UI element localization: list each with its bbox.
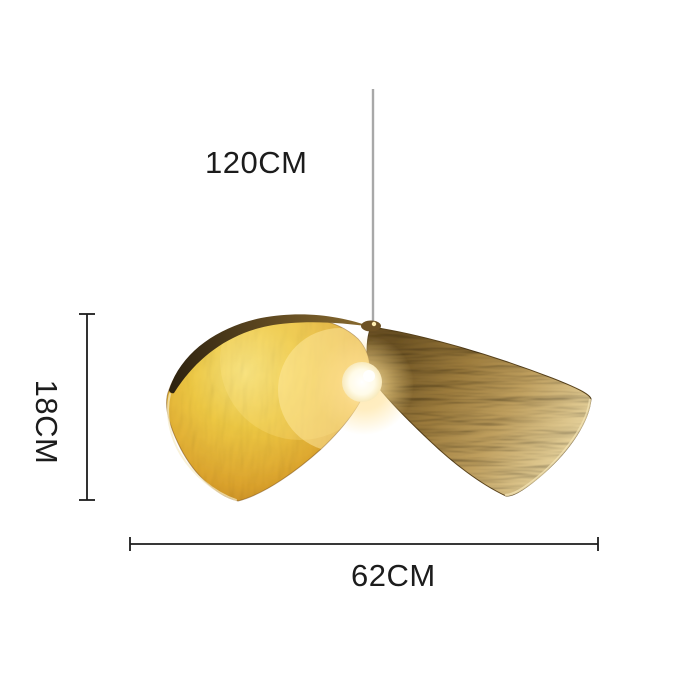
height-dimension-line [79,313,95,501]
connector-glint [371,321,377,327]
cord-connector [361,320,381,332]
lamp-top-rim [169,314,372,394]
bulb-flare [363,370,375,382]
width-dimension-line [129,537,599,551]
light-bulb [342,362,382,402]
cord-length-label: 120CM [205,145,308,180]
shade-width-label: 62CM [351,558,436,593]
left-lobe-edge-highlight [167,393,237,501]
shade-height-label: 18CM [29,379,65,465]
right-lobe-edge-highlight [504,398,592,497]
